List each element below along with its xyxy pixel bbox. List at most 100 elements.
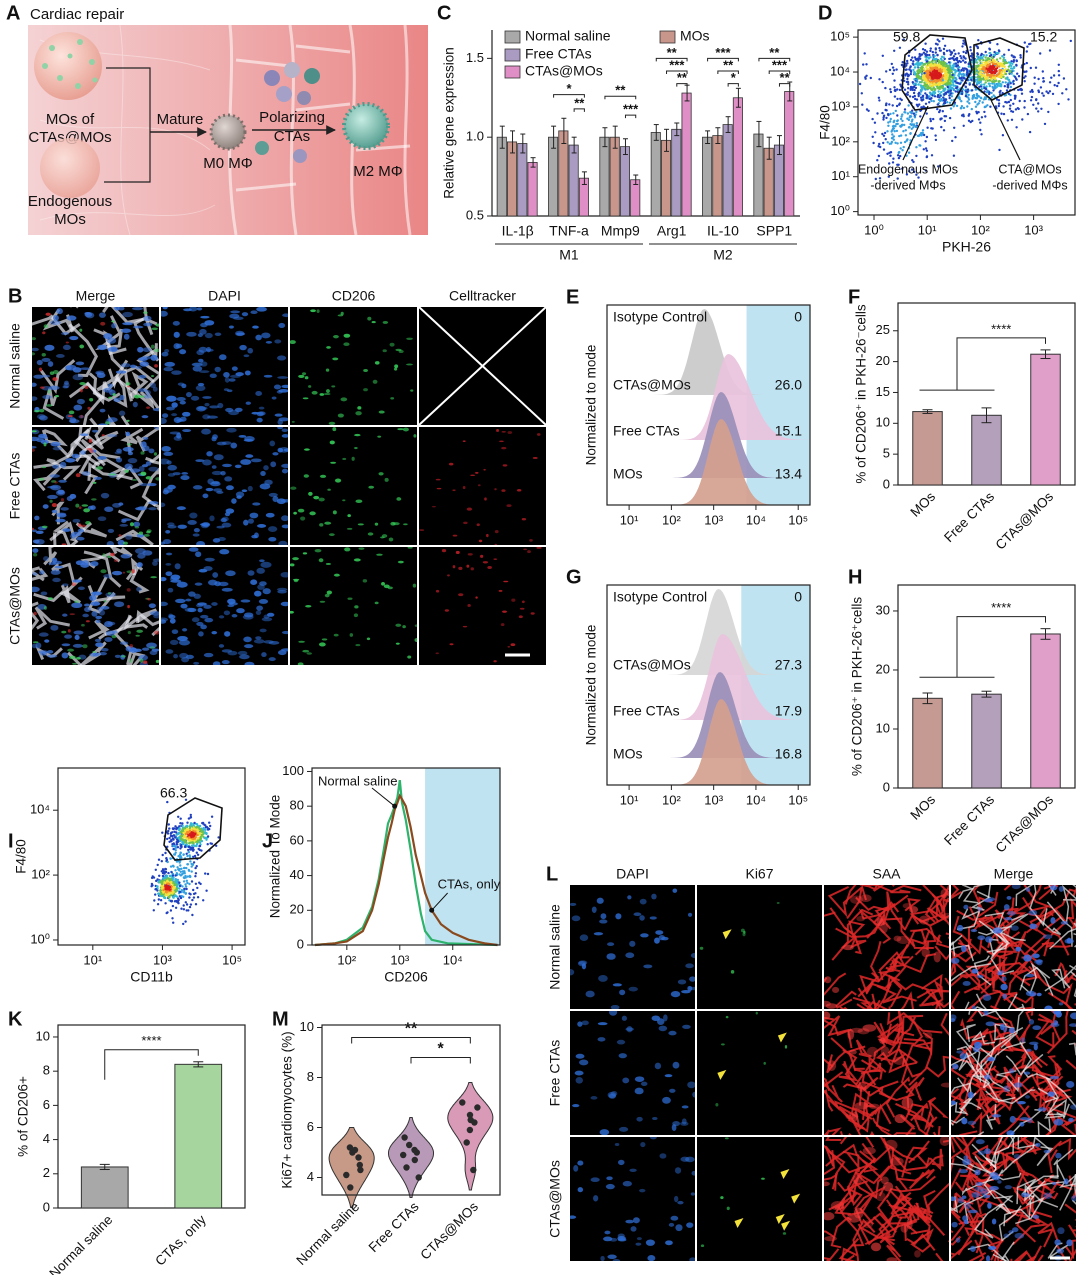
event-dot	[940, 62, 943, 65]
event-dot	[904, 129, 907, 132]
event-dot	[912, 68, 915, 72]
cell	[167, 587, 174, 593]
event-dot	[934, 67, 938, 71]
cell	[518, 615, 523, 619]
event-dot	[944, 91, 947, 95]
cell	[308, 491, 313, 496]
cell	[110, 552, 115, 557]
event-dot	[933, 95, 937, 98]
cell	[175, 343, 183, 349]
fiber	[1073, 922, 1076, 948]
fiber	[935, 892, 949, 903]
cell	[1052, 1181, 1057, 1186]
cell	[218, 354, 227, 361]
event-dot	[1012, 60, 1015, 63]
event-dot	[1037, 102, 1040, 105]
cell	[228, 325, 234, 329]
cell	[863, 1220, 873, 1229]
event-dot	[950, 86, 954, 90]
cell	[95, 619, 101, 624]
cell	[577, 1021, 583, 1027]
cell	[247, 518, 254, 524]
event-dot	[978, 78, 981, 82]
cell	[607, 1091, 617, 1098]
event-dot	[906, 59, 909, 63]
event-dot	[984, 81, 987, 84]
micrograph	[824, 1011, 949, 1135]
cell	[244, 644, 254, 649]
cell	[255, 334, 262, 341]
cell	[343, 342, 350, 346]
cell	[167, 464, 177, 471]
cell	[507, 431, 513, 434]
event-dot	[184, 832, 188, 836]
cell	[211, 602, 218, 606]
cell	[612, 1259, 621, 1261]
fiber	[1051, 968, 1071, 989]
cell	[343, 333, 351, 338]
cell	[231, 614, 238, 618]
event-dot	[925, 64, 928, 68]
event-dot	[1007, 100, 1011, 104]
event-dot	[921, 95, 924, 98]
event-dot	[167, 895, 170, 899]
cell	[257, 584, 265, 590]
event-dot	[948, 49, 951, 52]
cell	[143, 533, 150, 537]
event-dot	[934, 51, 937, 54]
fiber	[913, 1116, 941, 1135]
cell	[991, 1114, 1002, 1118]
event-dot	[150, 885, 153, 888]
event-dot	[939, 85, 943, 89]
event-dot	[991, 76, 995, 79]
cell	[398, 349, 404, 354]
cell	[880, 1046, 890, 1057]
cell	[45, 312, 51, 316]
event-dot	[1042, 94, 1045, 97]
event-dot	[902, 145, 905, 149]
cell	[84, 385, 89, 390]
cell	[851, 1111, 859, 1122]
event-dot	[912, 160, 915, 164]
cell	[138, 466, 145, 472]
cell	[143, 322, 153, 327]
fiber	[852, 993, 877, 1009]
event-dot	[927, 72, 930, 75]
cell	[852, 1174, 863, 1185]
event-dot	[182, 831, 185, 835]
cell	[75, 361, 85, 366]
event-dot	[970, 107, 973, 111]
fiber	[878, 1064, 915, 1102]
significance-label: ***	[623, 102, 639, 117]
cell	[138, 374, 147, 379]
cell	[132, 325, 144, 329]
cell	[200, 361, 208, 367]
cell	[107, 434, 118, 438]
event-dot	[1017, 107, 1020, 111]
event-dot	[952, 154, 956, 157]
cell	[145, 389, 151, 396]
event-dot	[998, 91, 1001, 94]
bar	[568, 144, 579, 217]
fiber	[850, 1090, 878, 1114]
event-dot	[179, 844, 182, 848]
cell	[324, 593, 330, 598]
event-dot	[164, 870, 168, 874]
event-dot	[152, 909, 155, 912]
cell	[169, 618, 176, 624]
event-dot	[1007, 78, 1010, 81]
micrograph	[697, 885, 822, 1009]
event-dot	[193, 854, 197, 858]
cell	[161, 458, 170, 465]
fiber	[951, 1168, 962, 1190]
event-dot	[942, 89, 945, 93]
event-dot	[193, 839, 196, 843]
event-dot	[888, 151, 891, 154]
column-label: CD206	[332, 288, 376, 304]
event-dot	[182, 908, 186, 911]
event-dot	[980, 133, 983, 136]
x-tick-label: CTAs@MOs	[993, 792, 1057, 856]
cell	[462, 486, 466, 490]
fiber	[1007, 993, 1026, 1009]
cell	[75, 473, 81, 478]
